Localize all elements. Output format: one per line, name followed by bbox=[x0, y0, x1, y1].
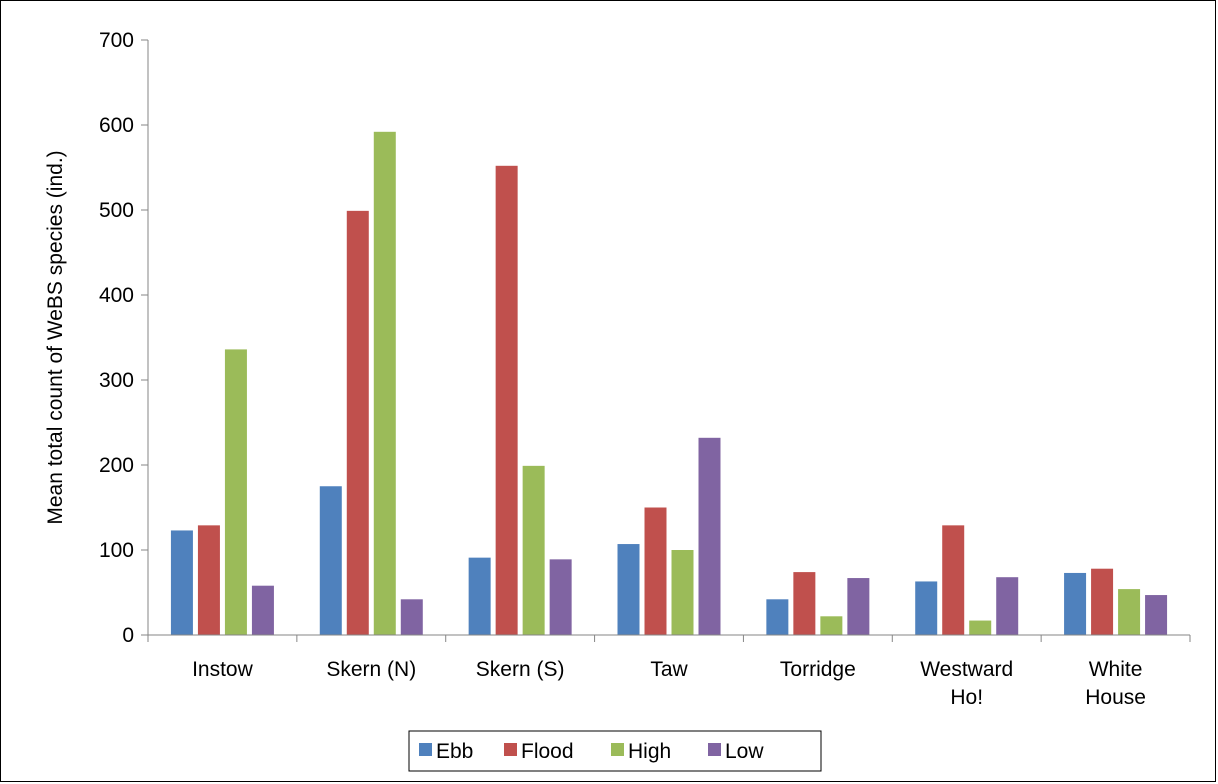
bar-high-5 bbox=[969, 620, 992, 635]
y-tick-label: 200 bbox=[99, 454, 134, 477]
bar-low-1 bbox=[400, 599, 423, 635]
x-tick-label: Torridge bbox=[780, 658, 856, 681]
bar-flood-0 bbox=[197, 525, 220, 635]
bar-low-6 bbox=[1145, 595, 1168, 635]
bar-high-0 bbox=[224, 349, 247, 635]
bar-high-1 bbox=[373, 131, 396, 636]
y-tick-label: 600 bbox=[99, 114, 134, 137]
x-tick-label: Ho! bbox=[950, 686, 983, 709]
legend: Ebb Flood High Low bbox=[408, 730, 822, 772]
bar-ebb-2 bbox=[468, 557, 491, 635]
legend-label-flood: Flood bbox=[521, 740, 574, 763]
legend-swatch-flood bbox=[504, 743, 517, 756]
bar-ebb-3 bbox=[617, 544, 640, 635]
legend-label-high: High bbox=[628, 740, 671, 763]
bar-low-0 bbox=[251, 585, 274, 635]
y-tick-label: 300 bbox=[99, 369, 134, 392]
y-tick-label: 0 bbox=[122, 624, 134, 647]
bar-low-4 bbox=[847, 578, 870, 635]
y-axis-title-group: Mean total count of WeBS species (ind.) bbox=[44, 150, 67, 524]
bars bbox=[170, 131, 1168, 636]
y-tick-label: 100 bbox=[99, 539, 134, 562]
bar-flood-1 bbox=[346, 210, 369, 635]
axes bbox=[147, 40, 1191, 642]
bar-flood-2 bbox=[495, 165, 518, 636]
bar-flood-5 bbox=[942, 525, 965, 635]
y-tick-label: 400 bbox=[99, 284, 134, 307]
x-tick-label: Instow bbox=[192, 658, 254, 681]
bar-high-4 bbox=[820, 616, 843, 635]
y-axis-title: Mean total count of WeBS species (ind.) bbox=[44, 150, 67, 524]
bar-ebb-6 bbox=[1064, 572, 1087, 635]
x-tick-label: Skern (N) bbox=[326, 658, 416, 681]
x-axis-labels: Instow Skern (N) Skern (S) Taw Torridge Westw… bbox=[192, 658, 1146, 709]
bar-high-6 bbox=[1118, 589, 1141, 635]
legend-swatch-ebb bbox=[419, 743, 432, 756]
legend-swatch-high bbox=[611, 743, 624, 756]
bar-high-2 bbox=[522, 465, 545, 635]
bar-flood-3 bbox=[644, 507, 667, 635]
bar-low-5 bbox=[996, 577, 1019, 635]
bar-ebb-4 bbox=[766, 599, 789, 635]
x-tick-label: House bbox=[1085, 686, 1146, 709]
legend-label-low: Low bbox=[725, 740, 764, 763]
x-tick-label: Westward bbox=[920, 658, 1013, 681]
bar-high-3 bbox=[671, 550, 694, 635]
legend-label-ebb: Ebb bbox=[436, 740, 473, 763]
bar-low-3 bbox=[698, 437, 721, 635]
bar-flood-6 bbox=[1091, 568, 1114, 635]
x-tick-label: Taw bbox=[650, 658, 688, 681]
y-axis-ticks: 0 100 200 300 400 500 600 700 bbox=[99, 29, 148, 647]
legend-swatch-low bbox=[708, 743, 721, 756]
x-tick-label: Skern (S) bbox=[476, 658, 565, 681]
bar-low-2 bbox=[549, 559, 572, 635]
bar-flood-4 bbox=[793, 572, 816, 635]
bar-ebb-1 bbox=[319, 486, 342, 635]
bar-ebb-0 bbox=[170, 530, 193, 635]
bar-ebb-5 bbox=[915, 581, 938, 635]
x-tick-label: White bbox=[1089, 658, 1143, 681]
y-tick-label: 500 bbox=[99, 199, 134, 222]
y-tick-label: 700 bbox=[99, 29, 134, 52]
